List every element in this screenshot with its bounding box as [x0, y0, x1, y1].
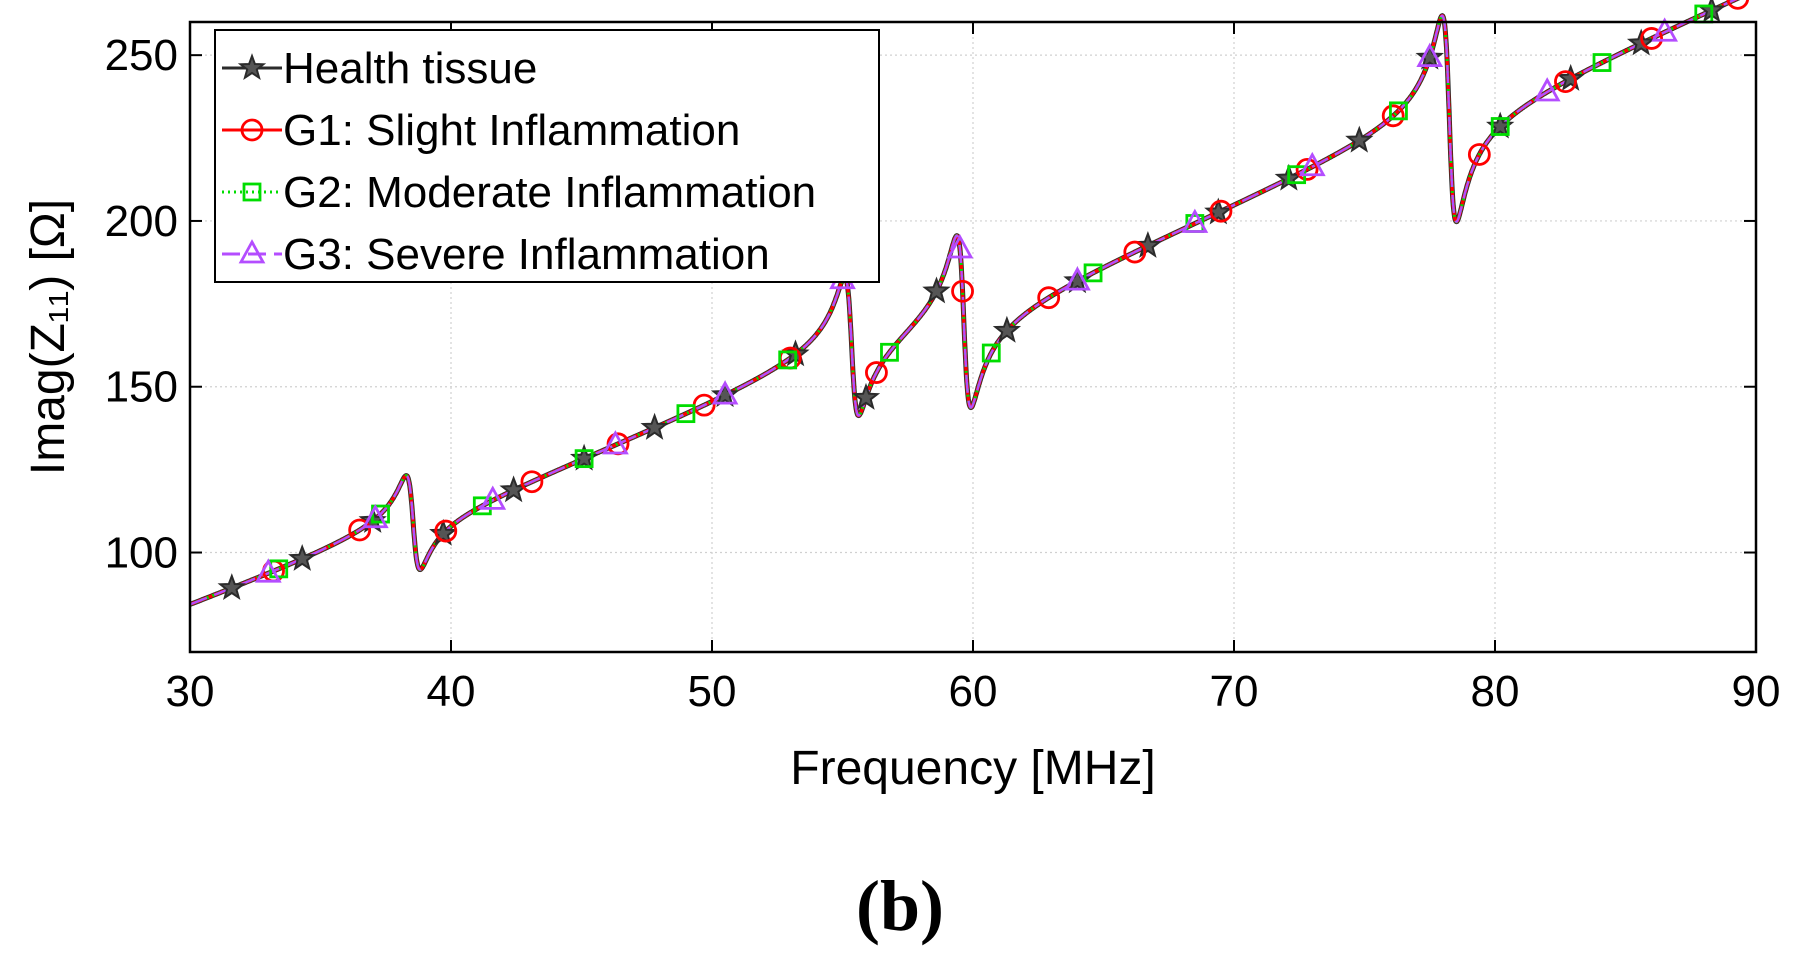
data-point	[1533, 77, 1561, 102]
data-point	[778, 350, 798, 370]
data-point	[479, 485, 507, 510]
data-point	[992, 315, 1022, 343]
axis-ticks: 30 40 50 60 70 80 90 100 150 200 250	[105, 22, 1781, 716]
data-point	[1345, 125, 1374, 153]
y-tick-label: 200	[105, 197, 178, 246]
x-tick-label: 70	[1210, 667, 1259, 716]
data-point	[348, 518, 372, 542]
data-point	[1389, 101, 1408, 121]
data-point	[1064, 266, 1091, 291]
data-point	[269, 559, 289, 579]
data-point	[1416, 42, 1444, 68]
data-point	[1181, 208, 1209, 233]
x-axis-label: Frequency [MHz]	[790, 742, 1155, 795]
data-point	[951, 279, 974, 303]
data-point	[361, 503, 389, 529]
data-point	[1467, 143, 1491, 166]
legend-box	[214, 29, 880, 283]
data-point	[865, 361, 888, 384]
x-tick-label: 90	[1732, 667, 1781, 716]
data-point	[711, 380, 739, 405]
panel-label: (b)	[856, 866, 944, 946]
data-point	[254, 558, 282, 583]
data-point	[880, 342, 899, 362]
series-markers	[217, 0, 1750, 601]
series-line	[189, 0, 1738, 606]
legend-marker	[238, 239, 266, 264]
legend-label: Health tissue	[283, 44, 537, 93]
legend-marker	[237, 53, 267, 81]
x-tick-label: 60	[949, 667, 998, 716]
data-point	[1204, 197, 1233, 225]
data-point	[1640, 27, 1663, 50]
x-tick-label: 30	[166, 667, 215, 716]
data-point	[602, 430, 629, 455]
y-tick-label: 100	[105, 529, 178, 578]
data-point	[1592, 53, 1612, 72]
series-line	[189, 0, 1738, 606]
data-point	[217, 573, 246, 601]
data-point	[472, 496, 492, 516]
x-tick-label: 40	[427, 667, 476, 716]
data-point	[1209, 199, 1233, 223]
data-point	[640, 412, 669, 440]
data-point	[1415, 42, 1444, 70]
legend-label: G3: Severe Inflammation	[283, 230, 770, 279]
y-tick-label: 150	[105, 363, 178, 412]
data-point	[520, 470, 544, 494]
data-point	[1295, 158, 1319, 181]
legend: Health tissue G1: Slight Inflammation G2: …	[214, 29, 880, 283]
data-point	[574, 449, 594, 469]
y-axis-label: Imag(Z₁₁) [Ω]	[22, 199, 75, 475]
data-point	[1726, 0, 1750, 10]
data-point	[1556, 63, 1585, 91]
data-point	[851, 382, 881, 410]
data-point	[922, 276, 951, 304]
data-point	[434, 519, 458, 543]
data-point	[1298, 151, 1326, 177]
data-point	[676, 404, 696, 424]
legend-marker	[242, 182, 262, 202]
data-point	[1083, 263, 1103, 283]
data-point	[1381, 104, 1405, 128]
data-point	[1651, 17, 1679, 42]
y-tick-label: 250	[105, 31, 178, 80]
data-point	[1490, 117, 1510, 136]
data-point	[946, 234, 974, 259]
legend-marker	[240, 118, 264, 142]
data-point	[1123, 240, 1147, 264]
data-point	[1554, 70, 1577, 94]
data-point	[710, 380, 740, 408]
x-tick-label: 80	[1471, 667, 1520, 716]
data-point	[288, 543, 317, 571]
legend-label: G2: Moderate Inflammation	[283, 168, 816, 217]
data-point	[1037, 286, 1061, 310]
legend-label: G1: Slight Inflammation	[283, 106, 740, 155]
x-tick-label: 50	[688, 667, 737, 716]
data-point	[981, 343, 1001, 363]
